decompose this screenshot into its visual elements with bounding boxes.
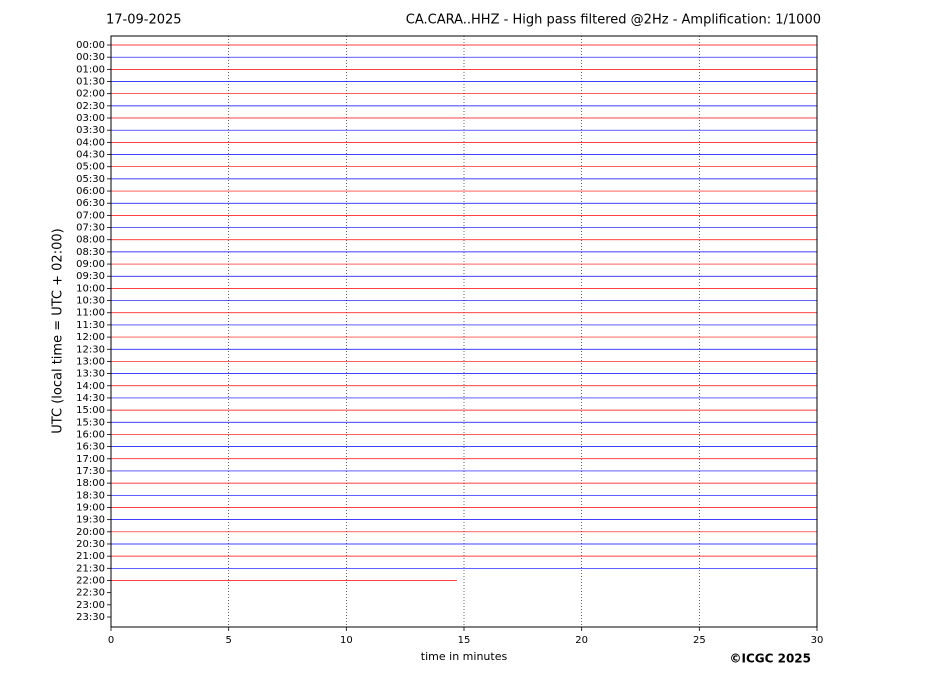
y-tick-label: 08:30 bbox=[76, 247, 105, 258]
y-tick-label: 13:30 bbox=[76, 369, 105, 380]
x-axis-label: time in minutes bbox=[421, 650, 508, 663]
y-tick-label: 16:30 bbox=[76, 442, 105, 453]
y-tick-label: 04:30 bbox=[76, 150, 105, 161]
y-tick-label: 21:30 bbox=[76, 563, 105, 574]
x-tick-label: 5 bbox=[225, 635, 231, 646]
y-tick-label: 21:00 bbox=[76, 551, 105, 562]
y-tick-label: 11:30 bbox=[76, 320, 105, 331]
y-tick-label: 02:30 bbox=[76, 101, 105, 112]
y-tick-label: 07:30 bbox=[76, 223, 105, 234]
y-tick-label: 05:00 bbox=[76, 162, 105, 173]
y-tick-label: 14:30 bbox=[76, 393, 105, 404]
y-tick-label: 14:00 bbox=[76, 381, 105, 392]
x-tick-label: 10 bbox=[340, 635, 353, 646]
y-tick-label: 20:30 bbox=[76, 539, 105, 550]
y-tick-label: 07:00 bbox=[76, 210, 105, 221]
x-tick-label: 30 bbox=[811, 635, 824, 646]
chart-title: CA.CARA..HHZ - High pass filtered @2Hz -… bbox=[406, 13, 821, 28]
y-tick-label: 17:30 bbox=[76, 466, 105, 477]
y-tick-label: 06:00 bbox=[76, 186, 105, 197]
y-tick-label: 08:00 bbox=[76, 235, 105, 246]
y-tick-label: 23:30 bbox=[76, 612, 105, 623]
date: 17-09-2025 bbox=[106, 13, 182, 28]
y-tick-label: 16:00 bbox=[76, 429, 105, 440]
y-tick-label: 11:00 bbox=[76, 308, 105, 319]
y-tick-label: 09:00 bbox=[76, 259, 105, 270]
copyright: ©ICGC 2025 bbox=[729, 652, 811, 666]
y-tick-label: 02:00 bbox=[76, 89, 105, 100]
y-tick-label: 18:30 bbox=[76, 490, 105, 501]
y-tick-label: 03:00 bbox=[76, 113, 105, 124]
y-tick-label: 09:30 bbox=[76, 271, 105, 282]
y-tick-label: 00:30 bbox=[76, 52, 105, 63]
y-tick-label: 03:30 bbox=[76, 125, 105, 136]
y-tick-label: 22:30 bbox=[76, 588, 105, 599]
y-tick-label: 01:00 bbox=[76, 64, 105, 75]
y-tick-label: 19:00 bbox=[76, 502, 105, 513]
y-axis-label: UTC (local time = UTC + 02:00) bbox=[51, 228, 66, 433]
y-tick-label: 05:30 bbox=[76, 174, 105, 185]
x-tick-label: 20 bbox=[575, 635, 588, 646]
y-tick-label: 12:30 bbox=[76, 344, 105, 355]
y-tick-label: 01:30 bbox=[76, 77, 105, 88]
y-tick-label: 10:00 bbox=[76, 283, 105, 294]
plot-frame bbox=[110, 35, 818, 628]
y-tick-label: 22:00 bbox=[76, 575, 105, 586]
y-tick-label: 13:00 bbox=[76, 356, 105, 367]
y-tick-label: 15:00 bbox=[76, 405, 105, 416]
y-tick-label: 04:00 bbox=[76, 137, 105, 148]
x-tick-label: 0 bbox=[108, 635, 114, 646]
y-tick-label: 18:00 bbox=[76, 478, 105, 489]
y-tick-label: 06:30 bbox=[76, 198, 105, 209]
y-tick-label: 20:00 bbox=[76, 527, 105, 538]
y-tick-label: 15:30 bbox=[76, 417, 105, 428]
y-tick-label: 19:30 bbox=[76, 515, 105, 526]
y-tick-label: 00:00 bbox=[76, 40, 105, 51]
x-tick-label: 15 bbox=[458, 635, 471, 646]
y-tick-label: 12:00 bbox=[76, 332, 105, 343]
x-tick-label: 25 bbox=[693, 635, 706, 646]
y-tick-label: 23:00 bbox=[76, 600, 105, 611]
y-tick-label: 10:30 bbox=[76, 296, 105, 307]
y-tick-label: 17:00 bbox=[76, 454, 105, 465]
